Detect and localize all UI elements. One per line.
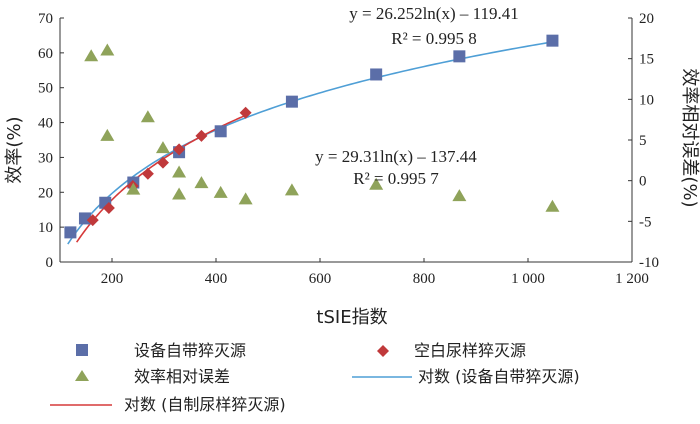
point-error-triangle [213, 185, 228, 198]
point-device-square [453, 50, 466, 63]
y-right-tick-label: -5 [639, 214, 652, 230]
fit-curve-device [67, 41, 553, 245]
point-device-square [64, 226, 77, 239]
y-right-tick-label: 5 [639, 133, 647, 149]
point-error-triangle [100, 128, 115, 141]
legend-marker-error-triangle [75, 370, 89, 381]
point-error-triangle [84, 49, 99, 62]
y-left-tick-label: 40 [38, 116, 53, 132]
data-points [64, 34, 560, 239]
y-axis-right-title: 效率相对误差(%) [679, 68, 700, 207]
point-error-triangle [369, 177, 384, 190]
axes: 200 400 600 800 1 000 1 200010203040506070-10… [38, 11, 659, 287]
legend-label-device-fit: 对数 (设备自带猝灭源) [418, 367, 580, 386]
point-urine-diamond [195, 129, 208, 142]
fit-lines [67, 41, 553, 245]
point-error-triangle [238, 192, 253, 205]
point-error-triangle [155, 141, 170, 154]
y-left-tick-label: 50 [38, 81, 53, 97]
point-urine-diamond [156, 156, 169, 169]
point-urine-diamond [86, 214, 99, 227]
y-left-tick-label: 30 [38, 150, 53, 166]
y-left-tick-label: 10 [38, 220, 53, 236]
x-tick-label: 1 200 [615, 271, 649, 287]
fit-r2-device: R² = 0.995 8 [391, 29, 477, 48]
point-error-triangle [194, 176, 209, 189]
point-urine-diamond [141, 167, 154, 180]
fit-equation-urine: y = 29.31ln(x) – 137.44 [315, 147, 477, 166]
legend-marker-device-square [76, 344, 88, 356]
point-error-triangle [172, 165, 187, 178]
y-right-tick-label: 20 [639, 11, 654, 27]
y-right-tick-label: 10 [639, 92, 654, 108]
point-urine-diamond [239, 106, 252, 119]
y-left-tick-label: 20 [38, 185, 53, 201]
legend-label-urine: 空白尿样猝灭源 [414, 341, 526, 360]
point-device-square [546, 34, 559, 47]
x-tick-label: 200 [101, 271, 124, 287]
point-error-triangle [284, 183, 299, 196]
legend-label-error: 效率相对误差 [134, 367, 230, 386]
y-left-tick-label: 60 [38, 46, 53, 62]
point-error-triangle [452, 189, 467, 202]
point-error-triangle [545, 199, 560, 212]
x-tick-label: 1 000 [511, 271, 545, 287]
point-error-triangle [100, 43, 115, 56]
point-device-square [285, 95, 298, 108]
point-error-triangle [140, 110, 155, 123]
fit-equation-device: y = 26.252ln(x) – 119.41 [349, 4, 519, 23]
point-error-triangle [172, 187, 187, 200]
legend: 设备自带猝灭源 空白尿样猝灭源 效率相对误差 对数 (设备自带猝灭源) 对数 (… [50, 341, 580, 414]
y-right-tick-label: 0 [639, 174, 647, 190]
legend-label-urine-fit: 对数 (自制尿样猝灭源) [124, 395, 286, 414]
x-tick-label: 400 [205, 271, 228, 287]
point-urine-diamond [173, 143, 186, 156]
point-error-triangle [126, 182, 141, 195]
point-urine-diamond [102, 201, 115, 214]
y-right-tick-label: 15 [639, 52, 654, 68]
y-right-tick-label: -10 [639, 255, 659, 271]
legend-marker-urine-diamond [377, 345, 389, 357]
y-left-tick-label: 0 [46, 255, 54, 271]
point-device-square [214, 125, 227, 138]
legend-label-device: 设备自带猝灭源 [134, 341, 246, 360]
x-axis-title: tSIE指数 [316, 307, 387, 328]
y-left-tick-label: 70 [38, 11, 53, 27]
fit-r2-urine: R² = 0.995 7 [353, 169, 439, 188]
x-tick-label: 600 [309, 271, 332, 287]
x-tick-label: 800 [413, 271, 436, 287]
point-device-square [370, 68, 383, 81]
y-axis-left-title: 效率(%) [4, 116, 25, 183]
point-device-square [78, 212, 91, 225]
